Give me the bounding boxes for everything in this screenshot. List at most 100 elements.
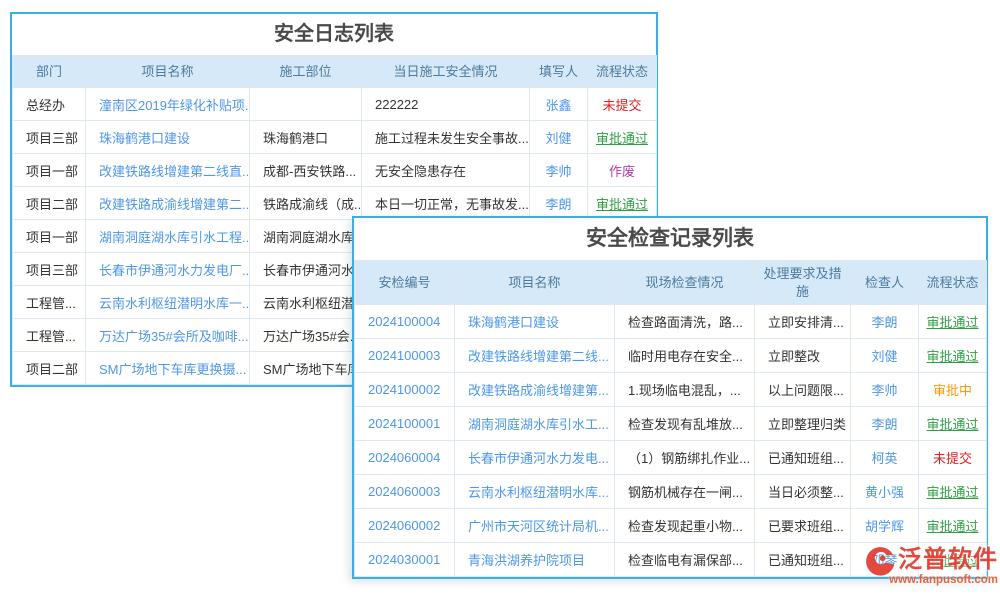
table-row: 2024100004 珠海鹤港口建设 检查路面清洗，路... 立即安排清... 李朗 审批… <box>354 304 987 339</box>
table-row: 项目一部 改建铁路线增建第二线直... 成都-西安铁路... 无安全隐患存在 李帅 作废 <box>12 153 657 187</box>
table-cell[interactable]: 青海洪湖养护院项目 <box>454 542 615 577</box>
table-cell[interactable]: 2024060003 <box>354 474 455 509</box>
table-cell[interactable]: 刘健 <box>850 338 919 373</box>
table-cell: 本日一切正常，无事故发... <box>361 186 530 220</box>
table-cell: 检查发现起重小物... <box>614 508 755 543</box>
table-cell: 以上问题限... <box>754 372 851 407</box>
table-cell[interactable]: 改建铁路成渝线增建第二... <box>85 186 250 220</box>
table-row: 2024100003 改建铁路线增建第二线... 临时用电存在安全... 立即整改 刘健… <box>354 338 987 373</box>
table-row: 总经办 潼南区2019年绿化补贴项... 222222 张鑫 未提交 <box>12 87 657 121</box>
table-cell: 已要求班组... <box>754 508 851 543</box>
table-cell[interactable]: 2024100004 <box>354 304 455 339</box>
table-cell: 当日必须整... <box>754 474 851 509</box>
table-cell: 未提交 <box>918 440 987 475</box>
column-header: 现场检查情况 <box>614 260 755 305</box>
table-cell[interactable]: 长春市伊通河水力发电... <box>454 440 615 475</box>
table-cell[interactable]: 李帅 <box>529 153 588 187</box>
table-cell[interactable]: 胡学辉 <box>850 508 919 543</box>
table-cell[interactable]: 审批通过 <box>918 304 987 339</box>
table-cell: （1）钢筋绑扎作业... <box>614 440 755 475</box>
safety-inspection-panel: 安全检查记录列表 安检编号 项目名称 现场检查情况 处理要求及措施 检查人 流程状态 20… <box>352 216 988 579</box>
safety-log-title: 安全日志列表 <box>12 14 656 55</box>
table-cell: 项目一部 <box>12 219 86 253</box>
table-cell[interactable]: 李朗 <box>850 304 919 339</box>
table-row: 2024100001 湖南洞庭湖水库引水工... 检查发现有乱堆放... 立即整理归类… <box>354 406 987 441</box>
table-cell[interactable]: 2024100003 <box>354 338 455 373</box>
table-cell[interactable]: 万达广场35#会所及咖啡... <box>85 318 250 352</box>
column-header: 安检编号 <box>354 260 455 305</box>
table-cell[interactable]: 审批通过 <box>918 542 987 577</box>
table-cell: 1.现场临电混乱，... <box>614 372 755 407</box>
column-header: 流程状态 <box>918 260 987 305</box>
table-cell[interactable]: 改建铁路线增建第二线... <box>454 338 615 373</box>
table-cell[interactable]: 审批通过 <box>918 508 987 543</box>
table-cell: 万达广场35#会... <box>249 318 362 352</box>
header-row: 安检编号 项目名称 现场检查情况 处理要求及措施 检查人 流程状态 <box>354 260 987 305</box>
table-row: 2024100002 改建铁路成渝线增建第... 1.现场临电混乱，... 以上问题限… <box>354 372 987 407</box>
table-cell: 项目一部 <box>12 153 86 187</box>
table-cell: 无安全隐患存在 <box>361 153 530 187</box>
column-header: 部门 <box>12 55 86 88</box>
table-cell[interactable]: 长春市伊通河水力发电厂... <box>85 252 250 286</box>
table-cell[interactable]: 李帅 <box>850 372 919 407</box>
table-cell: 立即整理归类 <box>754 406 851 441</box>
table-cell[interactable]: 珠海鹤港口建设 <box>85 120 250 154</box>
table-cell[interactable]: 2024060002 <box>354 508 455 543</box>
table-cell: 立即整改 <box>754 338 851 373</box>
table-cell: 总经办 <box>12 87 86 121</box>
table-row: 2024060003 云南水利枢纽潜明水库... 钢筋机械存在一闸... 当日必须整.… <box>354 474 987 509</box>
table-cell[interactable]: 黄小强 <box>850 474 919 509</box>
table-cell[interactable]: 审批通过 <box>587 186 657 220</box>
table-cell: 项目二部 <box>12 186 86 220</box>
header-row: 部门 项目名称 施工部位 当日施工安全情况 填写人 流程状态 <box>12 55 657 88</box>
table-cell: 施工过程未发生安全事故... <box>361 120 530 154</box>
table-cell: 湖南洞庭湖水库 <box>249 219 362 253</box>
table-cell: 已通知班组... <box>754 542 851 577</box>
table-cell[interactable]: 2024100001 <box>354 406 455 441</box>
table-cell: 已通知班组... <box>754 440 851 475</box>
table-cell[interactable]: 改建铁路线增建第二线直... <box>85 153 250 187</box>
table-row: 2024060004 长春市伊通河水力发电... （1）钢筋绑扎作业... 已通知班组… <box>354 440 987 475</box>
table-cell[interactable]: 2024060004 <box>354 440 455 475</box>
table-cell[interactable]: 珠海鹤港口建设 <box>454 304 615 339</box>
table-cell[interactable]: 潼南区2019年绿化补贴项... <box>85 87 250 121</box>
table-cell: 长春市伊通河水... <box>249 252 362 286</box>
table-cell: 作废 <box>587 153 657 187</box>
table-cell[interactable]: 审批通过 <box>918 474 987 509</box>
table-cell: 工程管... <box>12 318 86 352</box>
table-row: 2024060002 广州市天河区统计局机... 检查发现起重小物... 已要求班组.… <box>354 508 987 543</box>
table-cell: 项目二部 <box>12 351 86 385</box>
table-cell[interactable]: 云南水利枢纽潜明水库... <box>454 474 615 509</box>
table-cell[interactable]: 2024100002 <box>354 372 455 407</box>
table-cell[interactable]: 张鑫 <box>529 87 588 121</box>
table-cell <box>249 87 362 121</box>
table-cell: 成都-西安铁路... <box>249 153 362 187</box>
table-cell: SM广场地下车库 <box>249 351 362 385</box>
table-cell[interactable]: SM广场地下车库更换摄... <box>85 351 250 385</box>
table-cell[interactable]: 李朗 <box>850 406 919 441</box>
table-cell[interactable]: 邓琴 <box>850 542 919 577</box>
column-header: 填写人 <box>529 55 588 88</box>
table-cell[interactable]: 李朗 <box>529 186 588 220</box>
column-header: 流程状态 <box>587 55 657 88</box>
table-cell[interactable]: 湖南洞庭湖水库引水工程... <box>85 219 250 253</box>
column-header: 项目名称 <box>85 55 250 88</box>
table-cell: 项目三部 <box>12 120 86 154</box>
table-cell: 项目三部 <box>12 252 86 286</box>
column-header: 处理要求及措施 <box>754 260 851 305</box>
table-cell[interactable]: 柯英 <box>850 440 919 475</box>
table-cell[interactable]: 审批通过 <box>918 406 987 441</box>
table-cell[interactable]: 云南水利枢纽潜明水库一... <box>85 285 250 319</box>
table-cell[interactable]: 审批通过 <box>587 120 657 154</box>
table-cell[interactable]: 湖南洞庭湖水库引水工... <box>454 406 615 441</box>
table-cell: 检查路面清洗，路... <box>614 304 755 339</box>
table-cell[interactable]: 改建铁路成渝线增建第... <box>454 372 615 407</box>
table-cell[interactable]: 审批通过 <box>918 338 987 373</box>
table-row: 项目二部 改建铁路成渝线增建第二... 铁路成渝线（成... 本日一切正常，无事故发.… <box>12 186 657 220</box>
column-header: 当日施工安全情况 <box>361 55 530 88</box>
table-cell[interactable]: 刘健 <box>529 120 588 154</box>
safety-inspection-table: 安检编号 项目名称 现场检查情况 处理要求及措施 检查人 流程状态 2024100004 珠… <box>354 260 987 577</box>
table-cell: 云南水利枢纽潜... <box>249 285 362 319</box>
table-cell[interactable]: 2024030001 <box>354 542 455 577</box>
table-cell[interactable]: 广州市天河区统计局机... <box>454 508 615 543</box>
